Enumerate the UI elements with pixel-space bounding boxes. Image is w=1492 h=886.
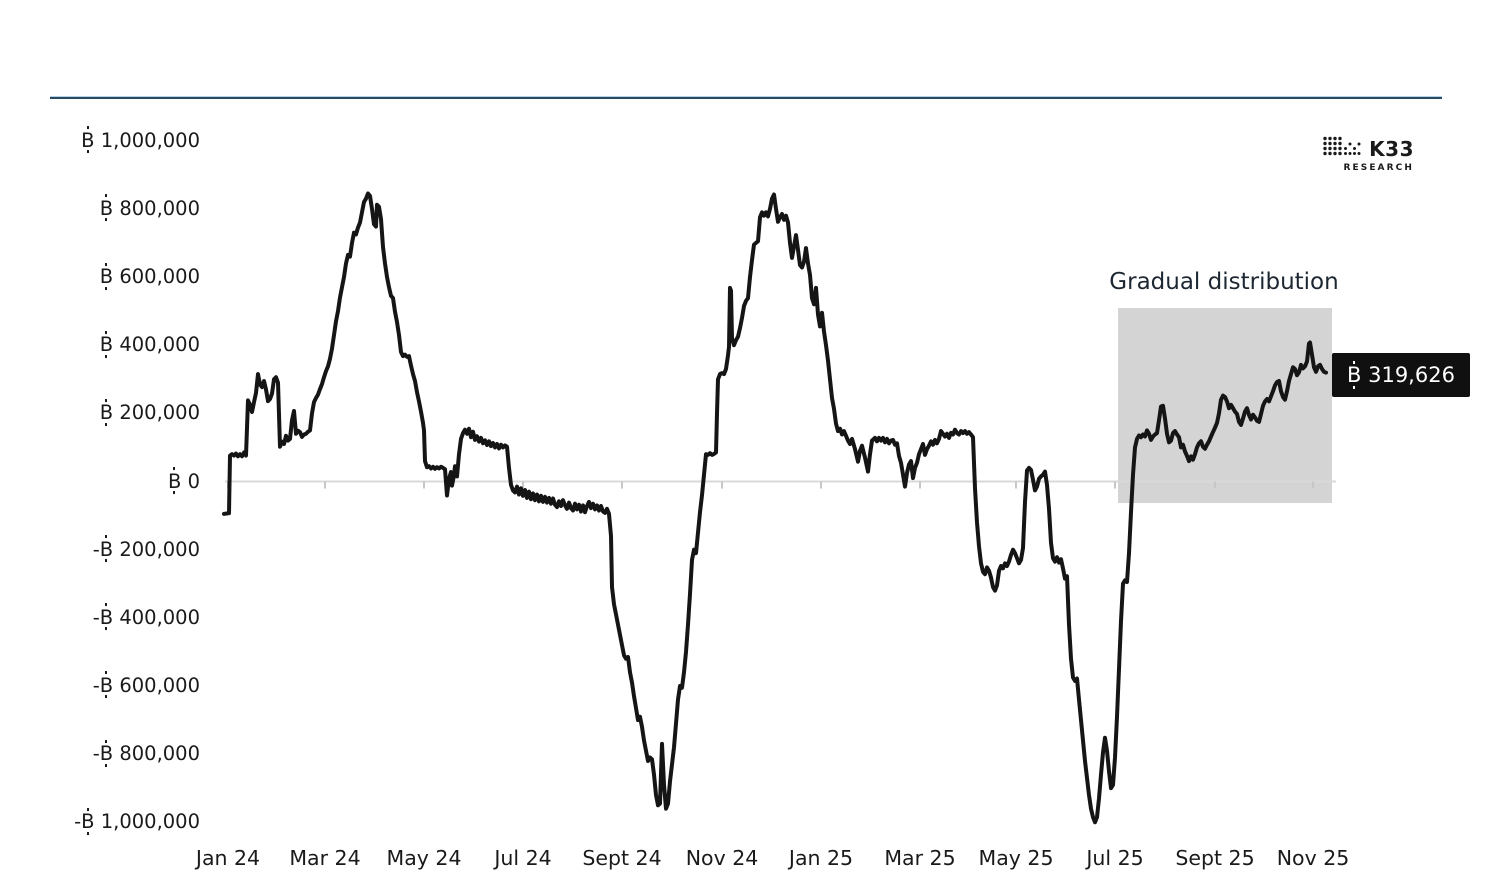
highlight-region [1118,308,1332,503]
series-line [222,191,1328,825]
bitcoin-symbol: B [99,262,114,290]
annotation-gradual-distribution: Gradual distribution [1109,269,1339,295]
x-axis-tick-label: Jan 24 [195,846,261,870]
x-axis-tick-label: Jul 25 [1086,846,1144,870]
x-axis-tick-label: May 25 [978,846,1054,870]
x-axis-tick-label: Mar 24 [289,846,361,870]
x-axis-tick-label: Mar 25 [884,846,956,870]
k33-research-logo: K33 RESEARCH [1323,135,1414,173]
bitcoin-symbol: B [168,467,182,495]
y-axis-tick-label: -B 200,000 [92,535,200,563]
y-axis-tick-label: B 1,000,000 [81,126,200,154]
top-rule [50,96,1442,99]
y-axis-tick-label: B 600,000 [99,262,200,290]
bitcoin-symbol: B [81,126,95,154]
bitcoin-symbol: B [99,535,114,563]
logo-name: K33 [1369,136,1414,161]
x-axis-tick-label: Sept 24 [582,846,662,870]
x-axis-tick-label: Jan 25 [788,846,854,870]
y-axis-tick-label: B 0 [168,467,200,495]
y-axis-tick-label: B 400,000 [99,330,200,358]
bitcoin-symbol: B [81,807,95,835]
x-axis-tick-label: May 24 [386,846,462,870]
last-value-label: B 319,626 [1332,353,1470,397]
x-axis-tick-label: Nov 24 [685,846,759,870]
bitcoin-symbol: B [99,194,114,222]
k33-dots-icon [1323,135,1363,162]
y-axis-tick-label: B 800,000 [99,194,200,222]
x-axis-tick-label: Jul 24 [494,846,552,870]
y-axis-tick-label: -B 800,000 [92,739,200,767]
y-axis-tick-label: -B 1,000,000 [74,807,200,835]
x-axis-tick-label: Nov 25 [1276,846,1350,870]
bitcoin-symbol: B [99,398,114,426]
bitcoin-symbol: B [99,603,114,631]
y-axis-tick-label: B 200,000 [99,398,200,426]
x-axis-tick-label: Sept 25 [1175,846,1255,870]
bitcoin-symbol: B [1347,360,1362,389]
bitcoin-symbol: B [99,330,114,358]
logo-sub: RESEARCH [1343,163,1414,173]
y-axis-tick-label: -B 400,000 [92,603,200,631]
bitcoin-symbol: B [99,739,114,767]
bitcoin-symbol: B [99,671,114,699]
y-axis-tick-label: -B 600,000 [92,671,200,699]
